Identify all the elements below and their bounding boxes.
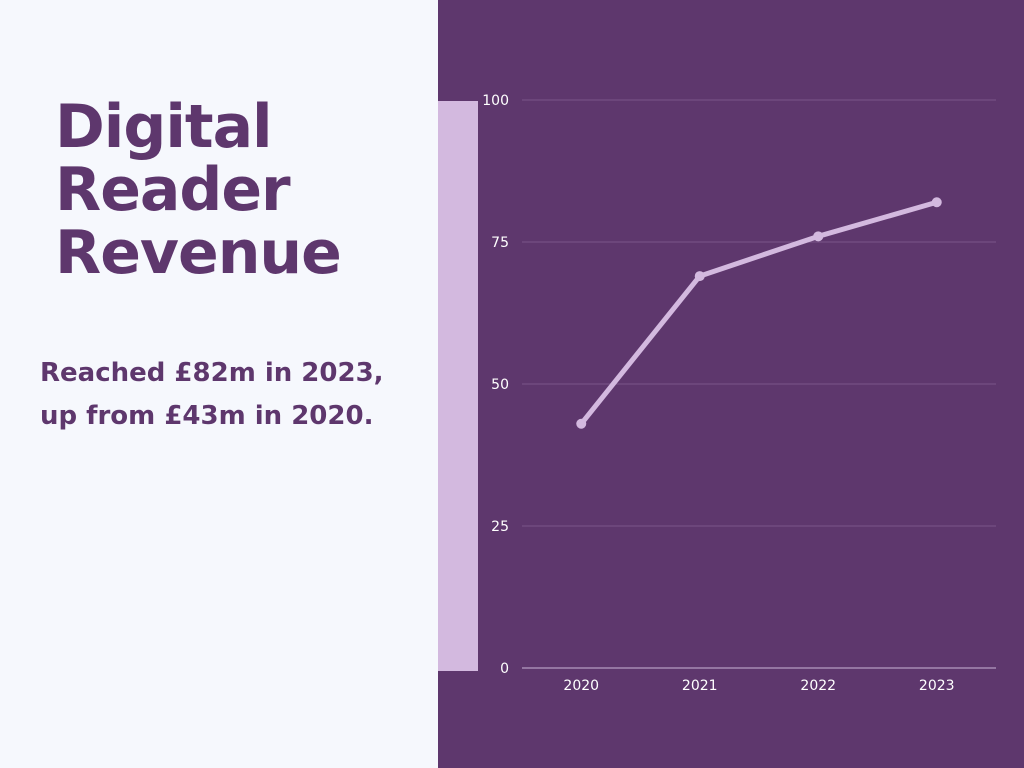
data-point — [931, 197, 942, 208]
title-line: Revenue — [55, 218, 342, 288]
series-line — [578, 199, 940, 427]
y-tick-label: 50 — [491, 377, 509, 393]
page-title: Digital Reader Revenue — [55, 92, 342, 288]
line-chart: 0 25 50 75 100 2020 2021 2022 2023 — [482, 93, 996, 694]
y-axis-ticks: 0 25 50 75 100 — [482, 93, 509, 677]
summary-line: Reached £82m in 2023, — [40, 358, 384, 388]
data-point — [813, 231, 824, 242]
summary-line: up from £43m in 2020. — [40, 401, 374, 431]
y-tick-label: 75 — [491, 235, 509, 251]
summary-text: Reached £82m in 2023, up from £43m in 20… — [40, 352, 430, 438]
data-point — [576, 418, 587, 429]
x-axis-ticks: 2020 2021 2022 2023 — [563, 678, 954, 694]
series-layer — [576, 197, 942, 429]
left-panel: Digital Reader Revenue Reached £82m in 2… — [0, 0, 438, 768]
accent-bar — [438, 101, 478, 671]
title-line: Digital — [55, 92, 273, 162]
x-tick-label: 2020 — [563, 678, 599, 694]
x-tick-label: 2021 — [682, 678, 718, 694]
x-tick-label: 2023 — [919, 678, 955, 694]
gridlines — [522, 99, 996, 669]
x-tick-label: 2022 — [800, 678, 836, 694]
data-point — [694, 271, 705, 282]
title-line: Reader — [55, 155, 291, 225]
y-tick-label: 100 — [482, 93, 509, 109]
y-tick-label: 25 — [491, 519, 509, 535]
y-tick-label: 0 — [500, 661, 509, 677]
